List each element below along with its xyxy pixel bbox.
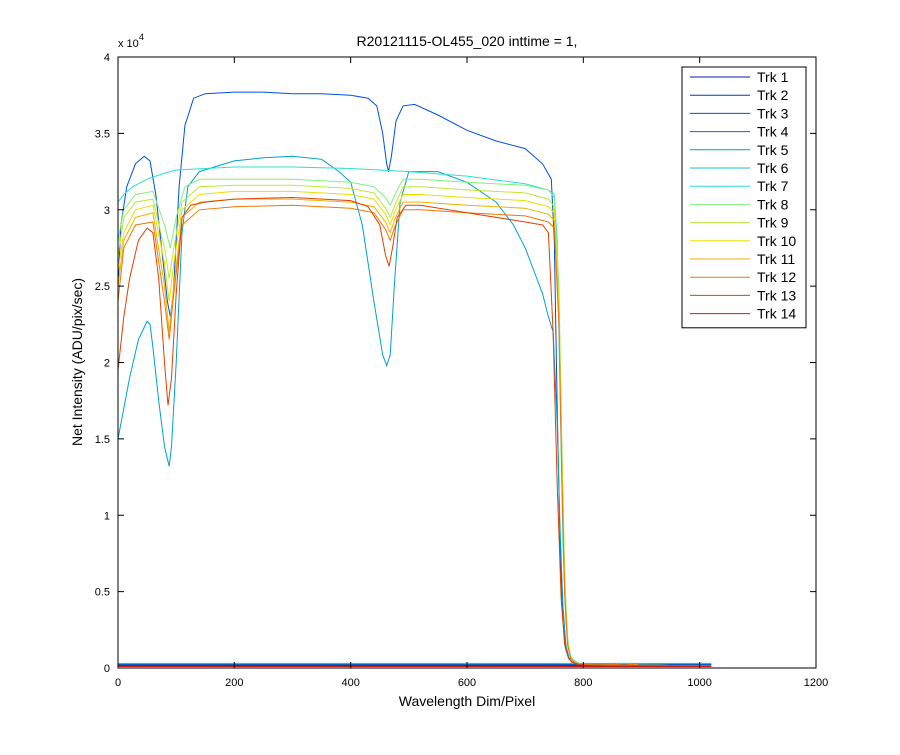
x-tick-label: 200 <box>225 677 243 689</box>
series-layer <box>117 91 712 667</box>
y-tick-label: 3 <box>104 205 110 217</box>
y-tick-label: 0 <box>104 663 110 675</box>
y-tick-label: 4 <box>104 52 110 64</box>
y-exponent-power: 4 <box>139 32 144 42</box>
legend-label: Trk 3 <box>757 105 789 121</box>
legend: Trk 1 Trk 2 Trk 3 Trk 4 Trk 5 Trk 6 Trk 7 Trk 8… <box>681 66 807 329</box>
y-tick-label: 3.5 <box>95 128 110 140</box>
x-tick-label: 1200 <box>804 677 828 689</box>
legend-label: Trk 7 <box>757 178 789 194</box>
y-exponent-base: x 10 <box>118 38 139 50</box>
legend-label: Trk 1 <box>757 69 789 85</box>
x-tick-label: 600 <box>458 677 476 689</box>
x-tick-label: 400 <box>341 677 359 689</box>
legend-label: Trk 6 <box>757 160 789 176</box>
legend-label: Trk 13 <box>757 287 796 303</box>
axis-layer: 0 200 400 600 800 1000 1200 0 0.5 1 1.5 2 2.5 3 3.5 4 <box>95 52 829 689</box>
y-tick-label: 2 <box>104 358 110 370</box>
y-axis-label: Net Intensity (ADU/pix/sec) <box>69 278 85 446</box>
legend-label: Trk 5 <box>757 142 789 158</box>
legend-label: Trk 12 <box>757 269 796 285</box>
x-tick-label: 800 <box>574 677 592 689</box>
legend-label: Trk 10 <box>757 233 796 249</box>
legend-label: Trk 8 <box>757 196 789 212</box>
y-tick-label: 0.5 <box>95 587 110 599</box>
legend-box <box>681 66 807 329</box>
plot-frame <box>117 56 817 669</box>
chart-title: R20121115-OL455_020 inttime = 1, <box>357 33 578 49</box>
series-line-trk-13 <box>117 196 712 667</box>
x-tick-label: 0 <box>115 677 121 689</box>
series-line-trk-5 <box>117 155 712 667</box>
y-tick-label: 1.5 <box>95 434 110 446</box>
legend-label: Trk 14 <box>757 306 796 322</box>
x-axis-label: Wavelength Dim/Pixel <box>399 693 535 709</box>
legend-label: Trk 4 <box>757 124 789 140</box>
legend-label: Trk 11 <box>757 251 795 267</box>
legend-label: Trk 2 <box>757 87 789 103</box>
y-tick-label: 1 <box>104 510 110 522</box>
legend-label: Trk 9 <box>757 215 789 231</box>
y-tick-label: 2.5 <box>95 281 110 293</box>
x-tick-label: 1000 <box>687 677 711 689</box>
